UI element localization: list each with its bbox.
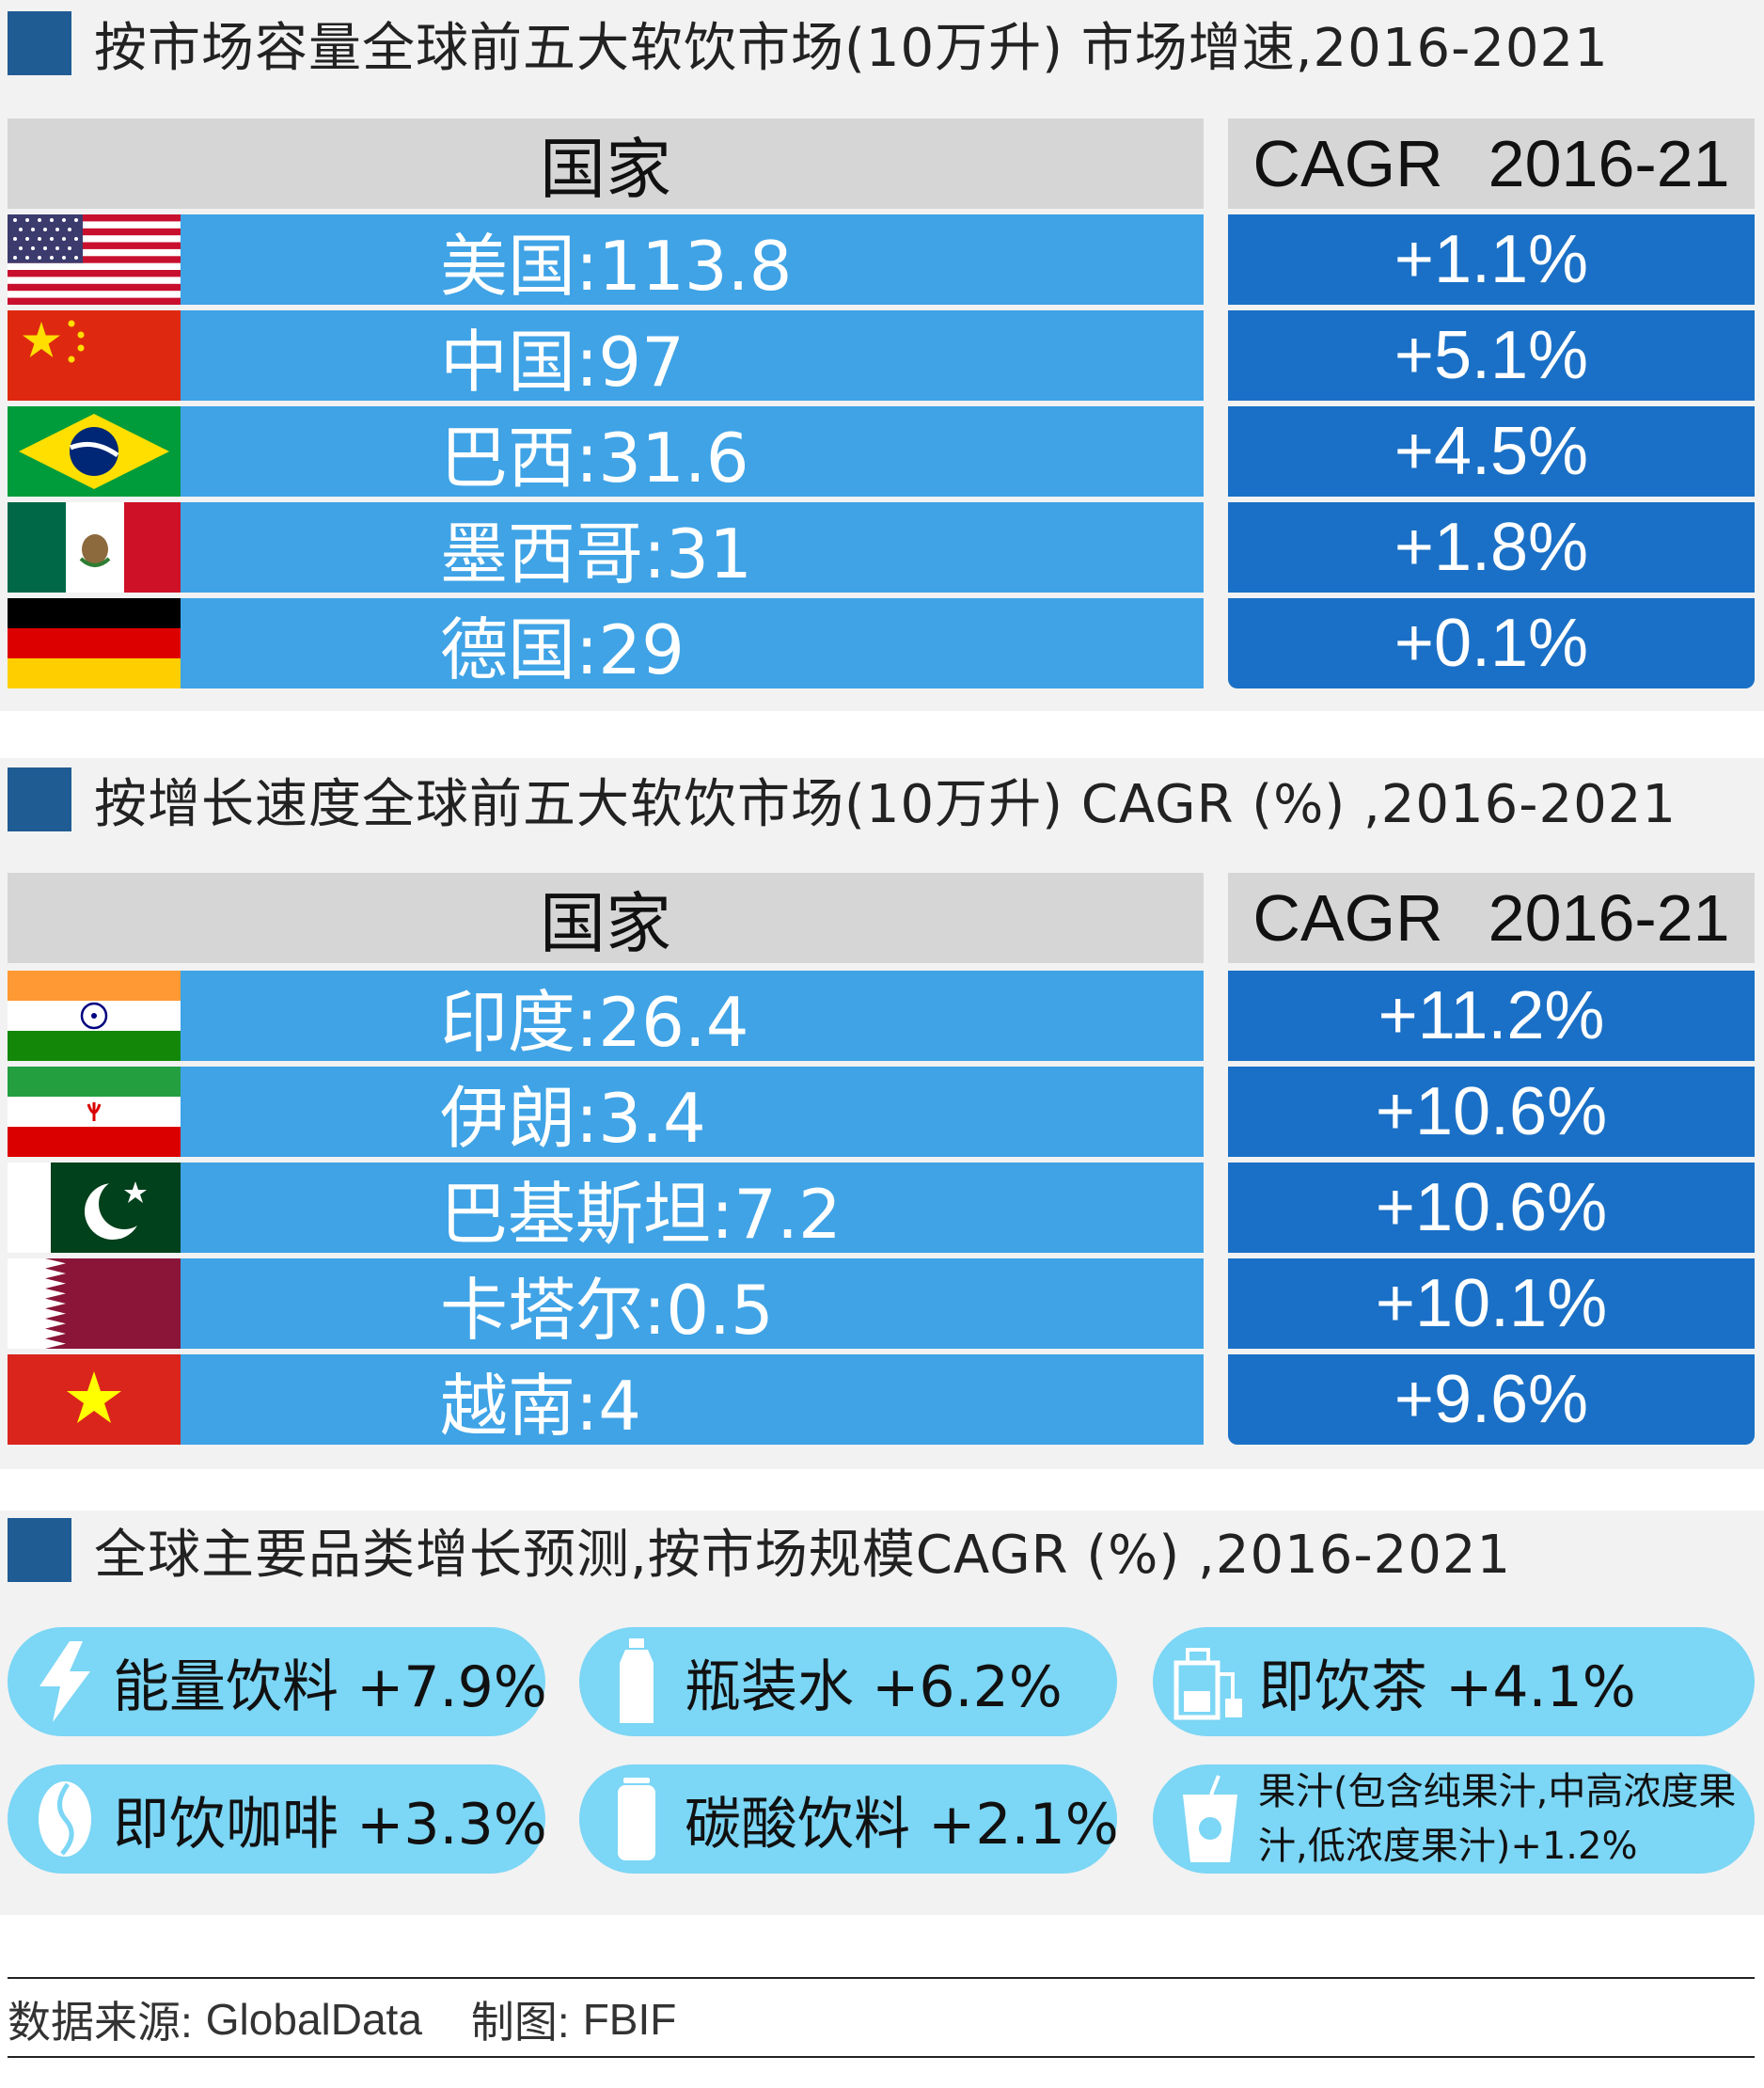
usa-flag-icon	[8, 214, 181, 305]
country-value-label: 越南:4	[440, 1366, 642, 1446]
section-top-volume: 按市场容量全球前五大软饮市场(10万升) 市场增速,2016-2021 国家 C…	[0, 0, 1764, 711]
cagr-header-period: 2016-21	[1488, 127, 1730, 200]
cagr-cell: +11.2%	[1228, 971, 1755, 1061]
country-value-label: 中国:97	[440, 322, 685, 402]
category-label: 即饮茶 +4.1%	[1258, 1653, 1636, 1720]
footer: 数据来源: GlobalData 制图: FBIF	[8, 1986, 676, 2052]
lightning-icon	[23, 1635, 107, 1729]
country-column-header: 国家	[8, 873, 1204, 963]
section-header: 全球主要品类增长预测,按市场规模CAGR (%) ,2016-2021	[8, 1512, 1764, 1588]
table-row: 越南:4	[8, 1354, 1204, 1446]
pakistan-flag-icon	[8, 1163, 181, 1253]
section-title: 按增长速度全球前五大软饮市场(10万升) CAGR (%) ,2016-2021	[94, 773, 1677, 835]
cagr-cell: +10.6%	[1228, 1163, 1755, 1253]
cagr-cell: +1.1%	[1228, 214, 1755, 305]
category-pill: 即饮咖啡 +3.3%	[8, 1764, 547, 1874]
germany-flag-icon	[8, 598, 181, 688]
table-row: 巴西:31.6	[8, 406, 1204, 498]
cagr-column-header: CAGR 2016-21	[1228, 119, 1755, 209]
section-header: 按增长速度全球前五大软饮市场(10万升) CAGR (%) ,2016-2021	[8, 762, 1764, 837]
soda-can-icon	[594, 1772, 679, 1866]
category-pill: 果汁(包含纯果汁,中高浓度果汁,低浓度果汁)+1.2%	[1153, 1764, 1755, 1874]
mexico-flag-icon	[8, 502, 181, 593]
category-label: 果汁(包含纯果汁,中高浓度果汁,低浓度果汁)+1.2%	[1258, 1770, 1737, 1868]
section-title: 全球主要品类增长预测,按市场规模CAGR (%) ,2016-2021	[94, 1524, 1512, 1586]
section-categories: 全球主要品类增长预测,按市场规模CAGR (%) ,2016-2021 能量饮料…	[0, 1511, 1764, 1915]
section-marker	[8, 11, 71, 75]
water-bottle-icon	[594, 1635, 679, 1729]
table-row: 印度:26.4	[8, 971, 1204, 1062]
cagr-header-label: CAGR	[1252, 127, 1443, 200]
category-label: 碳酸饮料 +2.1%	[685, 1791, 1119, 1858]
china-flag-icon	[8, 310, 181, 401]
juice-cup-icon	[1168, 1772, 1252, 1866]
cagr-cell: +1.8%	[1228, 502, 1755, 593]
country-value-label: 巴基斯坦:7.2	[440, 1174, 842, 1254]
table-row: 德国:29	[8, 598, 1204, 689]
cagr-cell: +9.6%	[1228, 1354, 1755, 1445]
brazil-flag-icon	[8, 406, 181, 497]
category-pill: 碳酸饮料 +2.1%	[579, 1764, 1119, 1874]
category-pill: 能量饮料 +7.9%	[8, 1627, 547, 1736]
table-row: 中国:97	[8, 310, 1204, 402]
qatar-flag-icon	[8, 1258, 181, 1349]
category-label: 瓶装水 +6.2%	[685, 1653, 1063, 1720]
india-flag-icon	[8, 971, 181, 1061]
source-value: GlobalData	[205, 1995, 422, 2044]
cagr-column-header: CAGR 2016-21	[1228, 873, 1755, 963]
category-label: 能量饮料 +7.9%	[113, 1653, 547, 1720]
footer-bottom-rule	[8, 2056, 1755, 2058]
section-top-growth: 按增长速度全球前五大软饮市场(10万升) CAGR (%) ,2016-2021…	[0, 758, 1764, 1469]
cagr-cell: +5.1%	[1228, 310, 1755, 401]
section-header: 按市场容量全球前五大软饮市场(10万升) 市场增速,2016-2021	[8, 6, 1764, 81]
coffee-bean-icon	[23, 1772, 107, 1866]
category-pill: 瓶装水 +6.2%	[579, 1627, 1117, 1736]
category-label: 即饮咖啡 +3.3%	[113, 1791, 547, 1858]
country-value-label: 墨西哥:31	[440, 514, 752, 593]
cagr-header-period: 2016-21	[1488, 881, 1730, 955]
cagr-cell: +10.6%	[1228, 1067, 1755, 1157]
category-pill: 即饮茶 +4.1%	[1153, 1627, 1755, 1736]
country-value-label: 伊朗:3.4	[440, 1078, 706, 1158]
maker-value: FBIF	[582, 1995, 677, 2044]
country-column-header: 国家	[8, 119, 1204, 209]
country-value-label: 美国:113.8	[440, 226, 793, 306]
country-value-label: 巴西:31.6	[440, 418, 749, 498]
section-marker	[8, 1518, 71, 1582]
table-row: 美国:113.8	[8, 214, 1204, 306]
cagr-header-label: CAGR	[1252, 881, 1443, 955]
table-row: 墨西哥:31	[8, 502, 1204, 593]
cagr-cell: +4.5%	[1228, 406, 1755, 497]
table-row: 卡塔尔:0.5	[8, 1258, 1204, 1350]
section-marker	[8, 767, 71, 831]
country-value-label: 卡塔尔:0.5	[440, 1270, 774, 1350]
source-label: 数据来源:	[8, 1998, 193, 2047]
cagr-cell: +0.1%	[1228, 598, 1755, 688]
table-row: 巴基斯坦:7.2	[8, 1163, 1204, 1254]
vietnam-flag-icon	[8, 1354, 181, 1445]
country-value-label: 德国:29	[440, 609, 685, 689]
cagr-cell: +10.1%	[1228, 1258, 1755, 1349]
iran-flag-icon	[8, 1067, 181, 1157]
country-value-label: 印度:26.4	[440, 982, 749, 1062]
footer-top-rule	[8, 1977, 1755, 1979]
tea-carton-icon	[1168, 1635, 1252, 1729]
section-title: 按市场容量全球前五大软饮市场(10万升) 市场增速,2016-2021	[94, 17, 1609, 79]
maker-label: 制图:	[470, 1998, 570, 2047]
table-row: 伊朗:3.4	[8, 1067, 1204, 1158]
